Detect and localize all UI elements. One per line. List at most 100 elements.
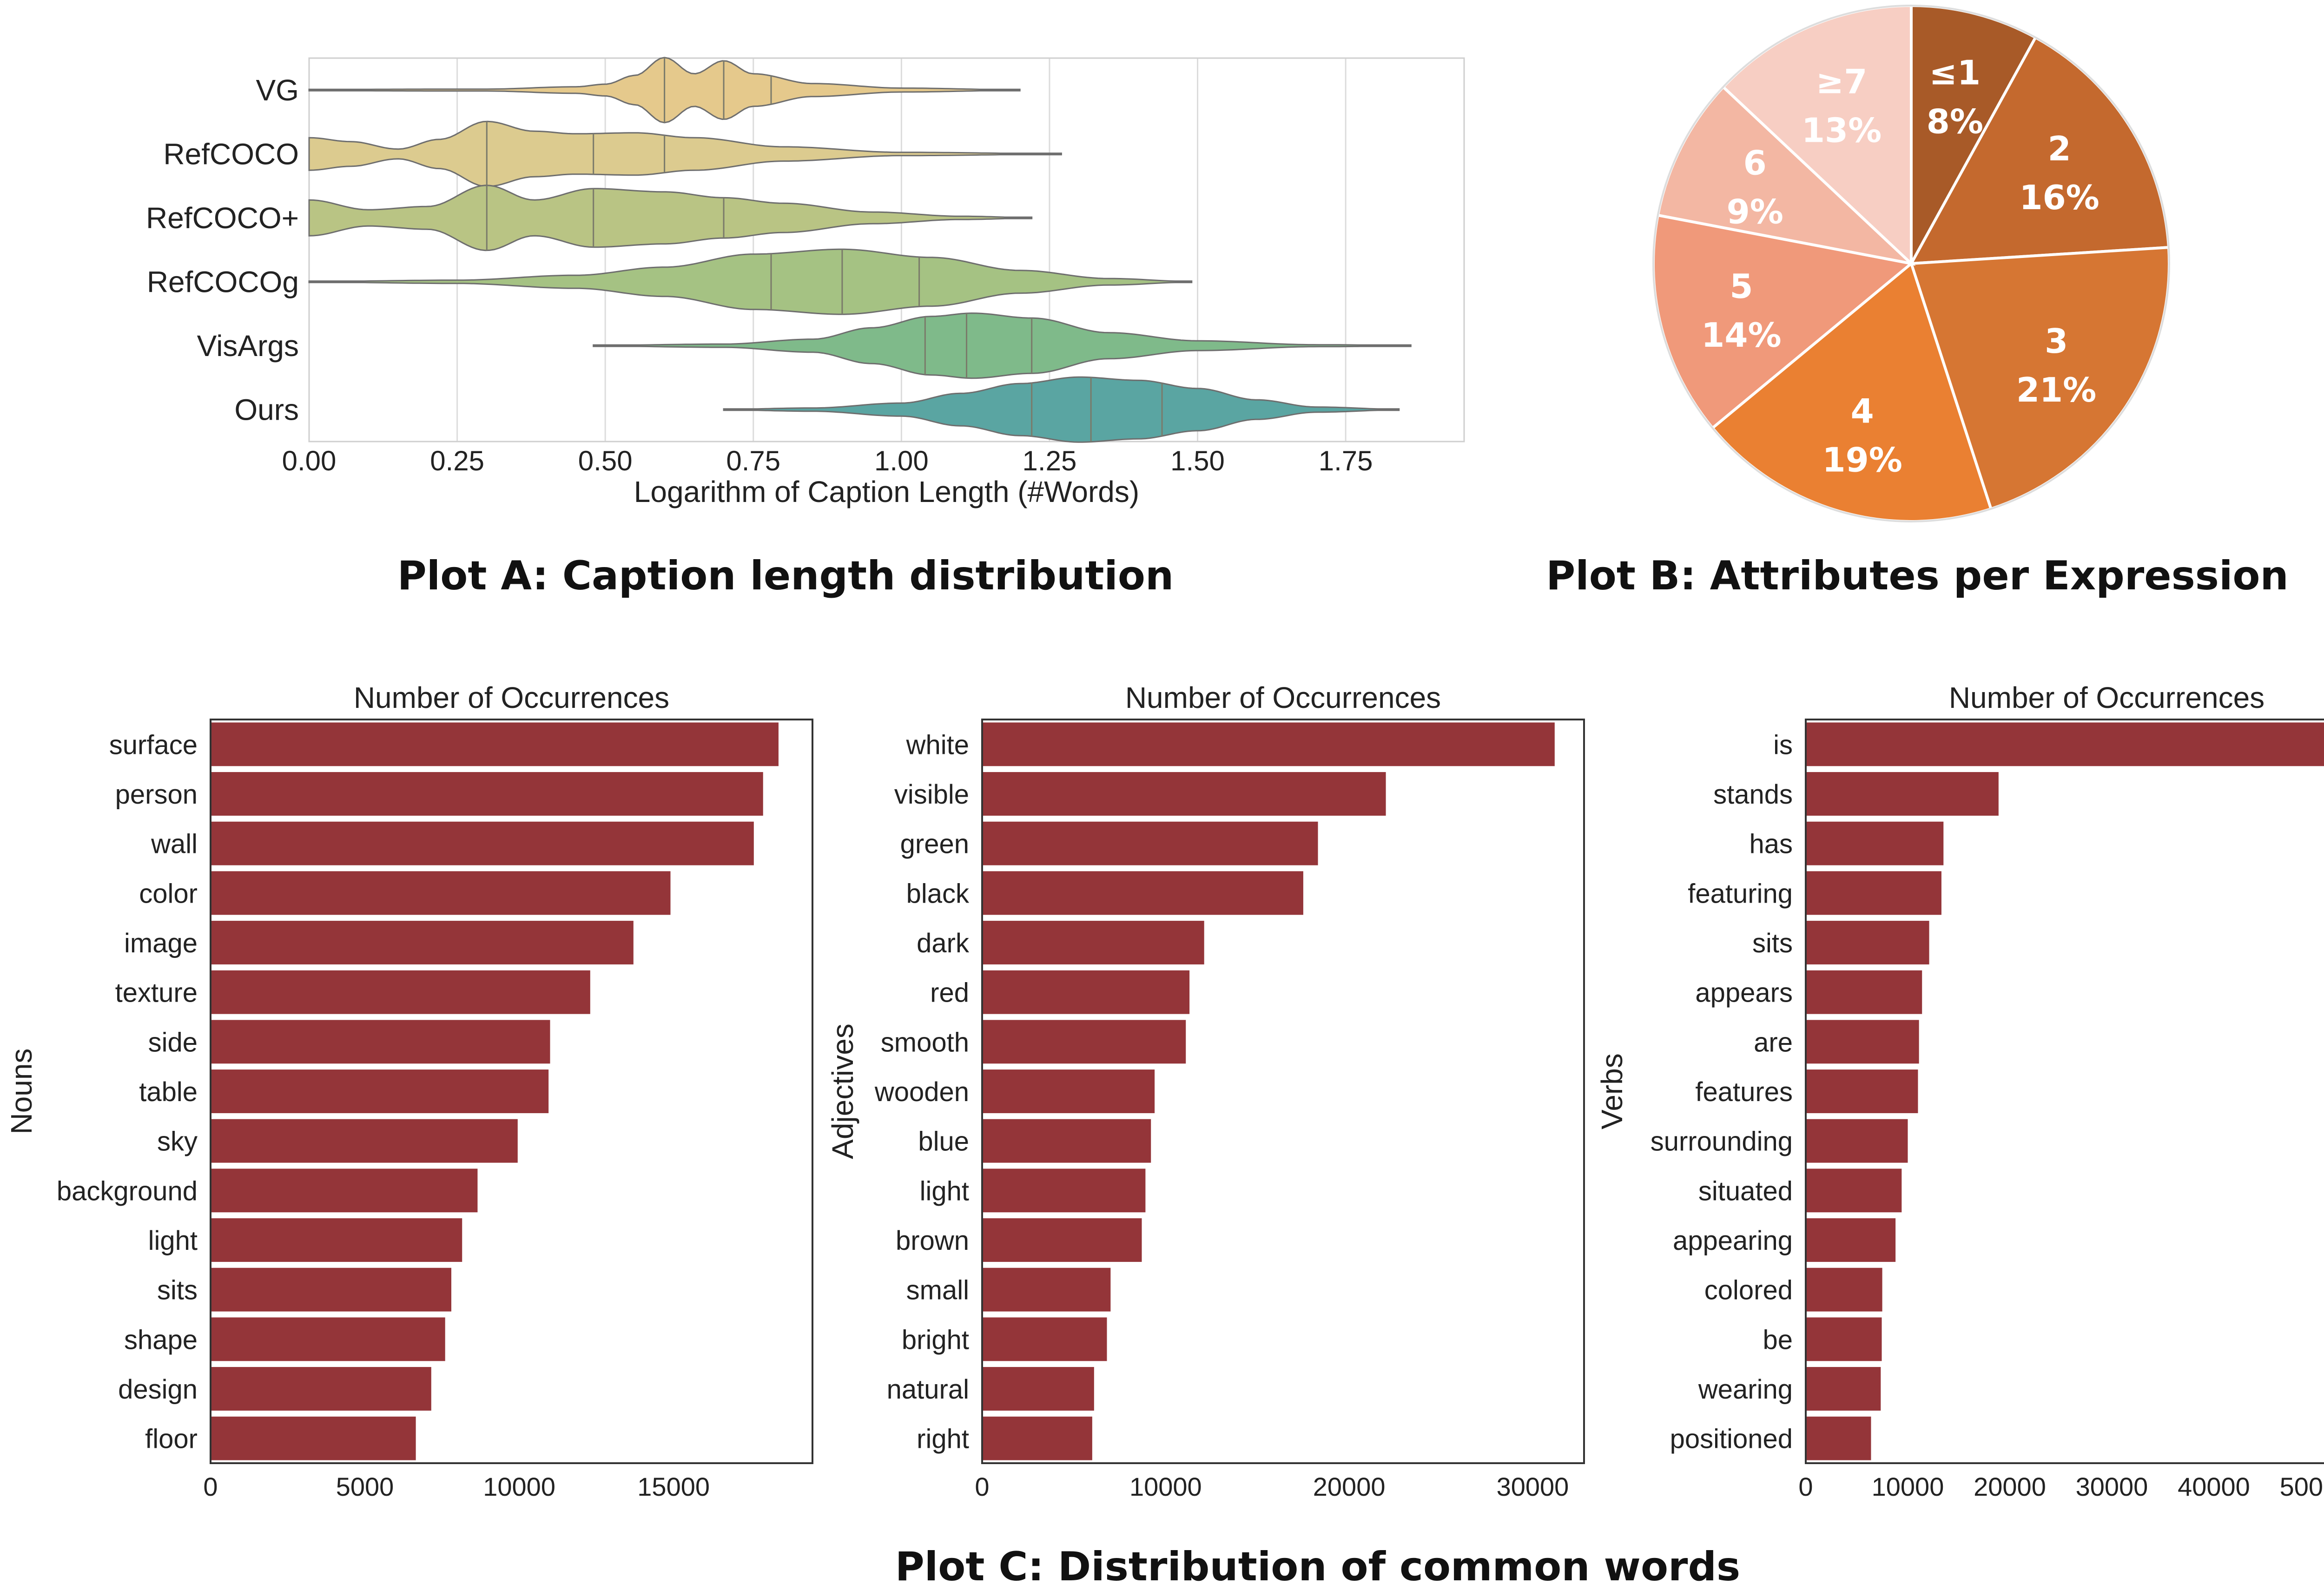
bar-visible [982, 772, 1386, 816]
y-tick-label: wooden [874, 1077, 969, 1107]
y-axis-label: Verbs [1595, 1053, 1629, 1129]
y-tick-label: bright [902, 1325, 969, 1355]
violin-refcoco [308, 120, 1062, 187]
bar-side [211, 1020, 550, 1064]
y-tick-label: floor [145, 1424, 198, 1454]
y-tick-label: sits [1752, 928, 1793, 958]
bar-appears [1806, 970, 1922, 1014]
bar-colored [1806, 1268, 1882, 1312]
y-tick-label: appearing [1673, 1226, 1793, 1256]
x-tick-label: 0.50 [578, 445, 633, 476]
bar-features [1806, 1069, 1918, 1113]
y-tick-label: texture [115, 978, 198, 1008]
pie-category-label: ≥7 [1816, 62, 1867, 101]
x-tick-label: 10000 [1129, 1472, 1202, 1501]
x-tick-label: 0 [203, 1472, 218, 1501]
chart-title: Number of Occurrences [1125, 681, 1441, 714]
pie-category-label: 3 [2045, 322, 2068, 361]
bar-light [211, 1218, 462, 1262]
pie-category-label: 5 [1730, 267, 1753, 306]
bar-appearing [1806, 1218, 1896, 1262]
x-tick-label: 30000 [1497, 1472, 1569, 1501]
y-tick-label: side [148, 1027, 198, 1057]
plot-frame [1805, 719, 2324, 1464]
y-tick-label: light [148, 1226, 198, 1256]
y-tick-label: Ours [234, 393, 299, 426]
plot-b-pie-chart: ≤1 8% 2 16% 3 21% 4 19% 5 14% 6 9% ≥7 13% [1652, 4, 2171, 523]
y-tick-label: RefCOCO [163, 137, 299, 171]
chart-title: Number of Occurrences [354, 681, 669, 714]
y-tick-label: right [917, 1424, 969, 1454]
y-tick-label: color [139, 878, 198, 909]
bar-dark [982, 921, 1204, 964]
y-axis-label: Nouns [5, 1049, 38, 1135]
bar-featuring [1806, 871, 1941, 915]
violin-ours [723, 376, 1400, 443]
x-tick-label: 30000 [2076, 1472, 2148, 1501]
plot-frame [981, 719, 1585, 1464]
x-axis-label: Logarithm of Caption Length (#Words) [634, 475, 1139, 508]
bar-light [982, 1168, 1146, 1213]
bar-sky [211, 1119, 518, 1163]
bar-smooth [982, 1020, 1186, 1064]
y-tick-label: light [920, 1176, 969, 1206]
plot-frame [210, 719, 813, 1464]
pie-percent-label: 16% [2019, 178, 2099, 217]
plot-c-nouns-bar-chart: Number of Occurrences surface person wall co… [5, 681, 813, 1501]
bar-blue [982, 1119, 1151, 1163]
y-tick-label: is [1773, 730, 1793, 760]
plot-c-caption: Plot C: Distribution of common words [895, 1544, 1740, 1590]
bar-brown [982, 1218, 1142, 1262]
y-tick-label: wall [151, 829, 198, 859]
x-tick-label: 1.50 [1170, 445, 1225, 476]
bar-wooden [982, 1069, 1155, 1113]
bar-green [982, 821, 1318, 865]
bar-floor [211, 1416, 416, 1460]
bar-wearing [1806, 1367, 1881, 1411]
bar-sits [1806, 921, 1929, 964]
y-tick-label: smooth [881, 1027, 969, 1057]
bar-natural [982, 1367, 1094, 1411]
y-tick-label: RefCOCOg [147, 265, 299, 298]
x-tick-label: 0 [975, 1472, 989, 1501]
pie-category-label: 2 [2048, 129, 2071, 168]
bar-black [982, 871, 1303, 915]
y-tick-label: small [906, 1275, 969, 1306]
pie-percent-label: 8% [1927, 102, 1983, 141]
y-tick-label: sky [157, 1127, 198, 1157]
plot-a-violin-chart: 0.00 0.25 0.50 0.75 1.00 1.25 1.50 1.75 VG RefCOC… [146, 57, 1465, 508]
pie-percent-label: 13% [1802, 111, 1882, 150]
y-tick-label: featuring [1688, 878, 1793, 909]
bar-white [982, 722, 1555, 766]
bar-positioned [1806, 1416, 1871, 1460]
y-tick-label: green [900, 829, 969, 859]
bar-right [982, 1416, 1092, 1460]
bar-situated [1806, 1168, 1902, 1213]
pie-percent-label: 21% [2016, 370, 2096, 409]
y-tick-label: are [1754, 1027, 1793, 1057]
bar-sits [211, 1268, 451, 1312]
y-tick-label: colored [1704, 1275, 1793, 1306]
plot-a-caption: Plot A: Caption length distribution [397, 553, 1174, 599]
bar-has [1806, 821, 1944, 865]
x-tick-label: 0 [1798, 1472, 1813, 1501]
x-tick-label: 50000 [2280, 1472, 2324, 1501]
y-tick-label: natural [887, 1374, 969, 1405]
y-tick-label: dark [917, 928, 970, 958]
bar-shape [211, 1317, 445, 1361]
plot-c-adjectives-bar-chart: Number of Occurrences white visible green bl… [826, 681, 1585, 1501]
y-tick-label: appears [1695, 978, 1793, 1008]
y-tick-label: surface [109, 730, 198, 760]
x-tick-label: 40000 [2178, 1472, 2250, 1501]
y-tick-label: surrounding [1651, 1127, 1793, 1157]
violin-refcoco [308, 185, 1033, 251]
y-tick-label: VisArgs [197, 329, 299, 363]
y-tick-label: shape [124, 1325, 198, 1355]
plot-c-verbs-bar-chart: Number of Occurrences is stands has featurin… [1595, 681, 2324, 1501]
bar-surrounding [1806, 1119, 1908, 1163]
bar-color [211, 871, 671, 915]
y-tick-label: features [1695, 1077, 1793, 1107]
y-tick-label: stands [1713, 779, 1793, 810]
pie-percent-label: 9% [1727, 192, 1783, 231]
